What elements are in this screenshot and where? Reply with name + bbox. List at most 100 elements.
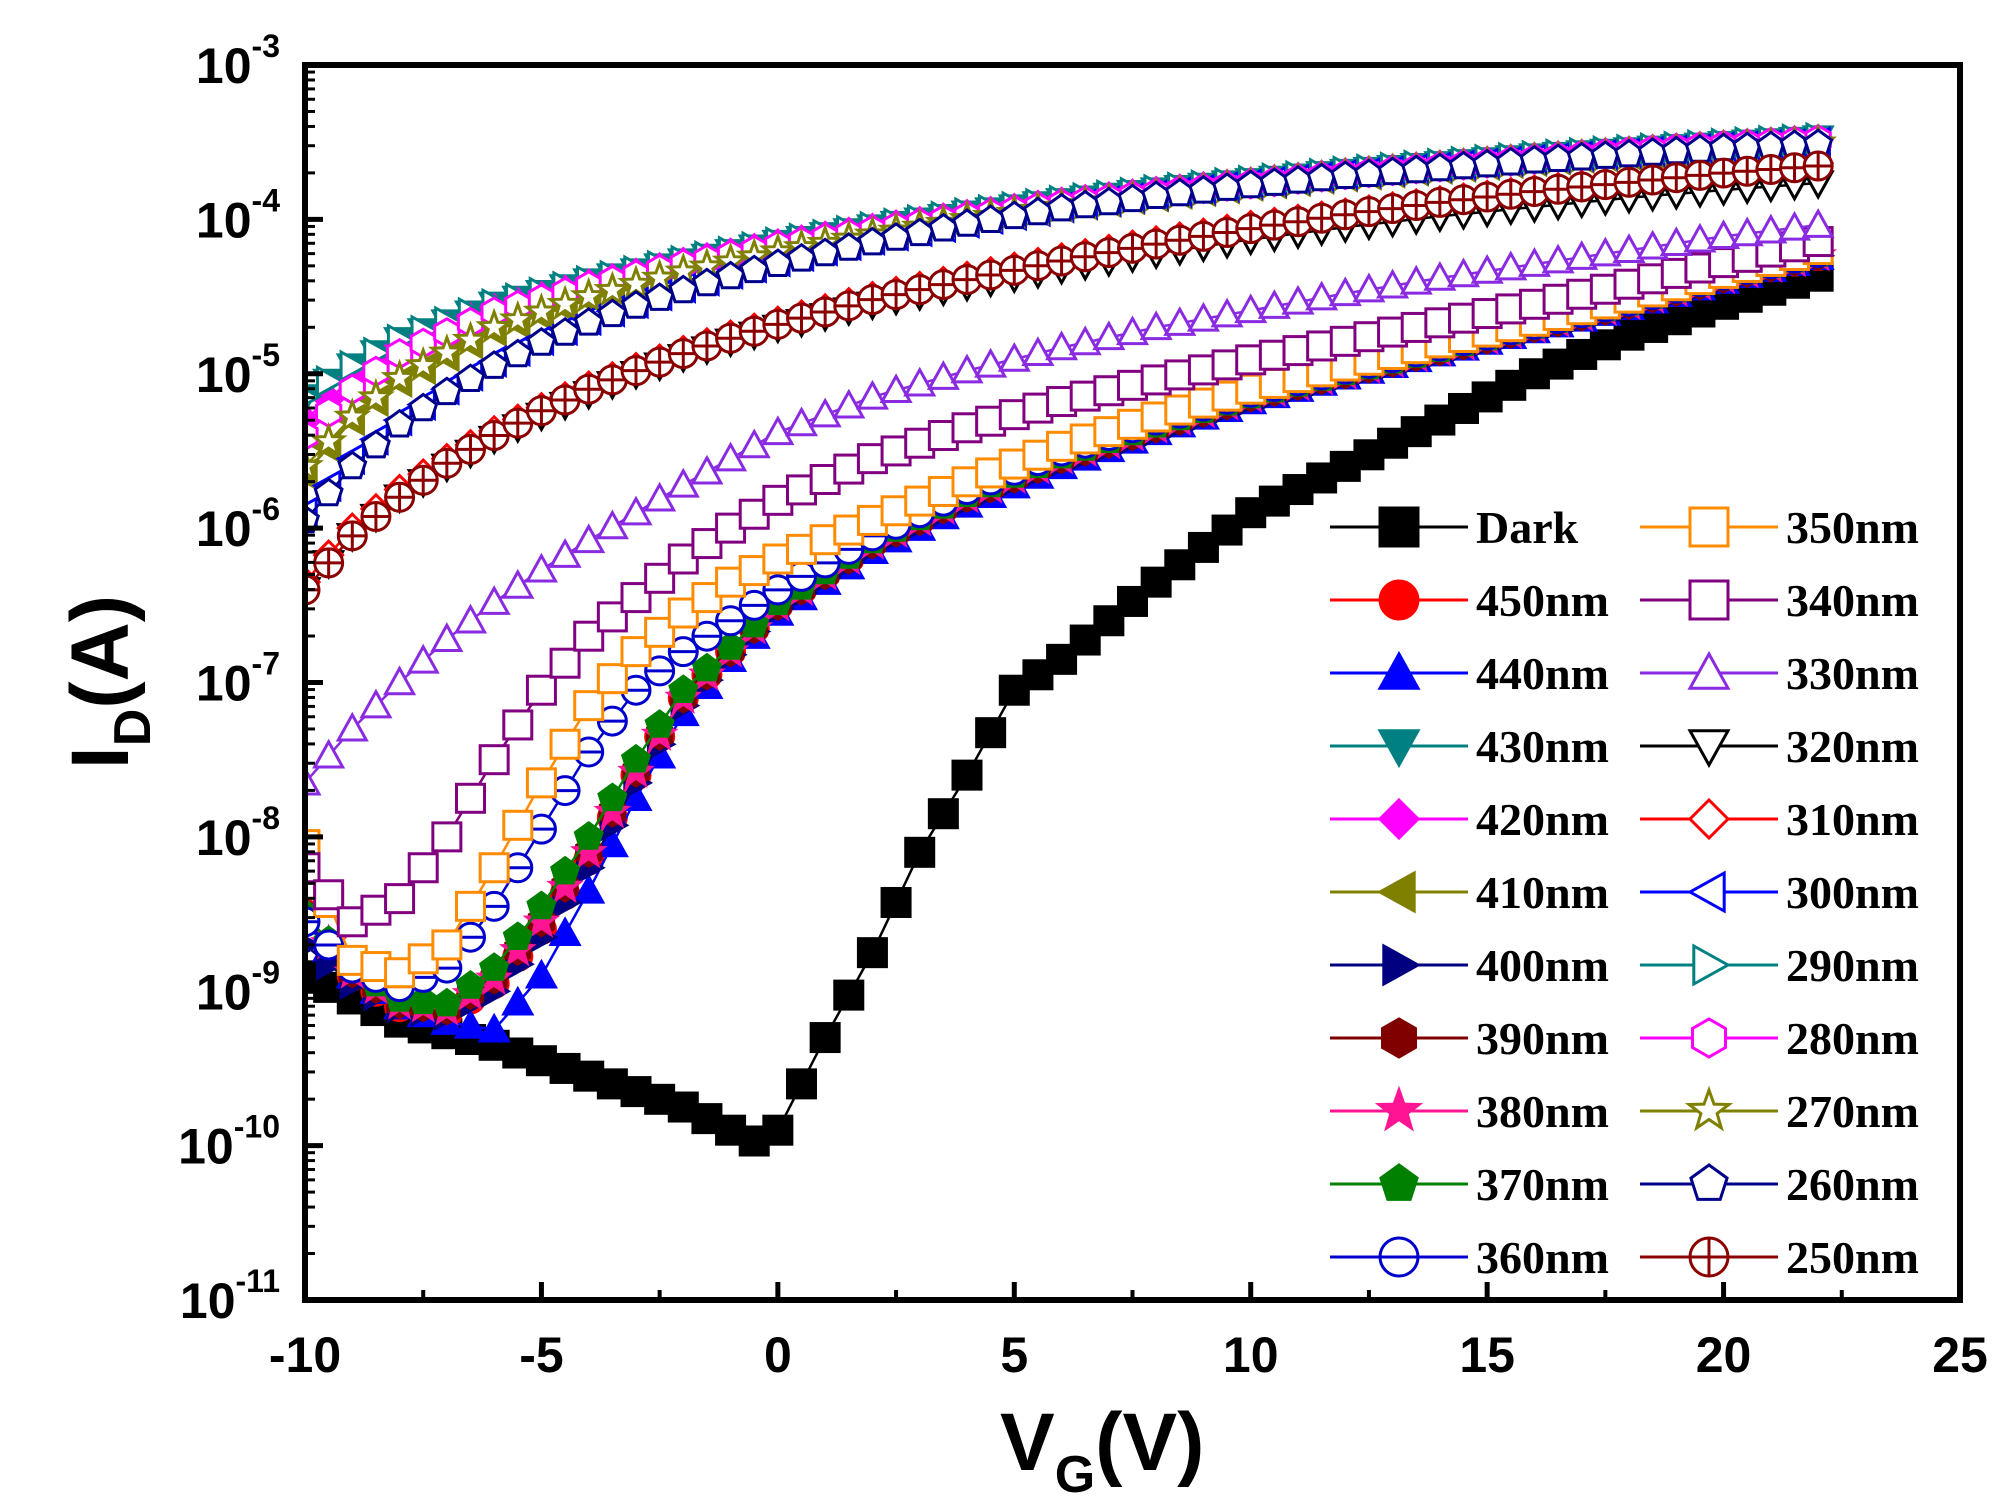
data-point <box>524 958 558 989</box>
data-point <box>762 1114 794 1146</box>
y-tick-base: 10 <box>180 1273 236 1329</box>
legend-entry-270nm: 270nm <box>1640 1085 1919 1137</box>
legend-label: 420nm <box>1476 794 1609 845</box>
data-point <box>549 728 581 760</box>
data-point <box>619 495 653 526</box>
data-point <box>335 711 369 742</box>
legend-label: 290nm <box>1786 940 1919 991</box>
data-point <box>1659 226 1693 257</box>
data-point <box>525 395 557 427</box>
data-point <box>997 341 1031 372</box>
legend-entry-Dark: Dark <box>1330 502 1579 553</box>
data-point <box>667 1091 699 1123</box>
data-point <box>784 406 819 437</box>
legend-entry-280nm: 280nm <box>1640 1013 1919 1064</box>
data-point <box>1376 268 1410 299</box>
y-tick-label: 10-4 <box>196 182 280 248</box>
legend-label: 270nm <box>1786 1086 1919 1137</box>
x-tick-label: -5 <box>519 1327 563 1383</box>
legend-entry-400nm: 400nm <box>1330 940 1609 991</box>
legend-label: 350nm <box>1786 502 1919 553</box>
y-tick-base: 10 <box>196 38 252 94</box>
data-point <box>597 782 628 812</box>
legend-marker <box>1689 1163 1729 1201</box>
data-point <box>1257 289 1291 319</box>
data-point <box>383 665 417 696</box>
data-point <box>737 428 771 459</box>
data-point <box>455 782 486 814</box>
data-point <box>904 836 936 868</box>
data-point <box>305 446 324 483</box>
data-point <box>809 1022 841 1054</box>
data-point <box>313 547 345 579</box>
data-point <box>715 605 747 637</box>
data-point <box>1802 150 1834 182</box>
data-point <box>502 338 533 368</box>
legend-marker <box>1688 506 1730 548</box>
y-tick-base: 10 <box>196 501 252 557</box>
y-tick-base: 10 <box>196 347 252 403</box>
data-point <box>360 501 392 533</box>
legend-marker <box>1686 870 1726 914</box>
data-point <box>668 674 699 703</box>
data-point <box>1731 155 1763 187</box>
legend-marker <box>1688 1236 1730 1278</box>
data-point <box>1068 325 1102 356</box>
data-point <box>1328 276 1362 307</box>
data-point <box>548 538 582 568</box>
data-point <box>522 292 561 329</box>
data-point <box>1588 236 1622 267</box>
data-point <box>715 322 747 354</box>
y-tick-label: 10-9 <box>196 954 280 1020</box>
data-point <box>479 350 510 379</box>
data-point <box>1517 247 1551 277</box>
data-point <box>431 987 462 1017</box>
data-point <box>333 397 372 433</box>
data-point <box>1636 229 1670 260</box>
data-point <box>762 574 794 606</box>
y-tick-exponent: -7 <box>252 646 280 682</box>
data-point <box>1707 219 1741 250</box>
data-point <box>407 464 439 496</box>
legend-label: 370nm <box>1476 1159 1609 1210</box>
y-tick-label: 10-5 <box>196 337 280 403</box>
legend-entry-250nm: 250nm <box>1640 1232 1919 1283</box>
x-tick-label: 0 <box>764 1327 792 1383</box>
y-tick-label: 10-3 <box>196 28 280 94</box>
data-point <box>1352 272 1386 303</box>
y-tick-exponent: -4 <box>252 182 281 218</box>
legend-entry-410nm: 410nm <box>1330 867 1609 918</box>
data-point <box>573 821 604 850</box>
data-point <box>620 743 652 773</box>
data-point <box>1186 301 1220 332</box>
x-axis-title: VG(V) <box>1000 1397 1204 1504</box>
data-point <box>572 873 606 904</box>
legend-marker <box>1684 1085 1734 1132</box>
data-point <box>573 690 605 722</box>
legend-marker <box>1688 579 1730 621</box>
legend-label: 330nm <box>1786 648 1919 699</box>
data-point <box>926 360 960 390</box>
data-point <box>337 450 368 480</box>
legend: Dark 450nm 440nm 430nm 420nm 410nm 400nm 390nm 3… <box>1330 502 1919 1283</box>
data-point <box>1542 173 1574 205</box>
data-point <box>1446 257 1481 288</box>
data-point <box>501 985 535 1016</box>
data-point <box>431 447 463 479</box>
data-point <box>430 622 464 652</box>
data-point <box>593 270 632 307</box>
data-point <box>644 655 676 687</box>
data-point <box>477 585 511 615</box>
data-point <box>502 709 534 741</box>
x-axis: -10 -5 0 5 10 15 20 25 <box>269 1282 1988 1383</box>
legend-entry-330nm: 330nm <box>1640 648 1919 699</box>
legend-label: 320nm <box>1786 721 1919 772</box>
data-point <box>1115 315 1150 346</box>
y-tick-label: 10-8 <box>196 800 280 866</box>
legend-marker <box>1377 797 1421 841</box>
data-point <box>408 392 439 422</box>
y-tick-exponent: -3 <box>252 28 280 64</box>
legend-entry-420nm: 420nm <box>1330 794 1609 845</box>
data-point <box>690 454 724 485</box>
